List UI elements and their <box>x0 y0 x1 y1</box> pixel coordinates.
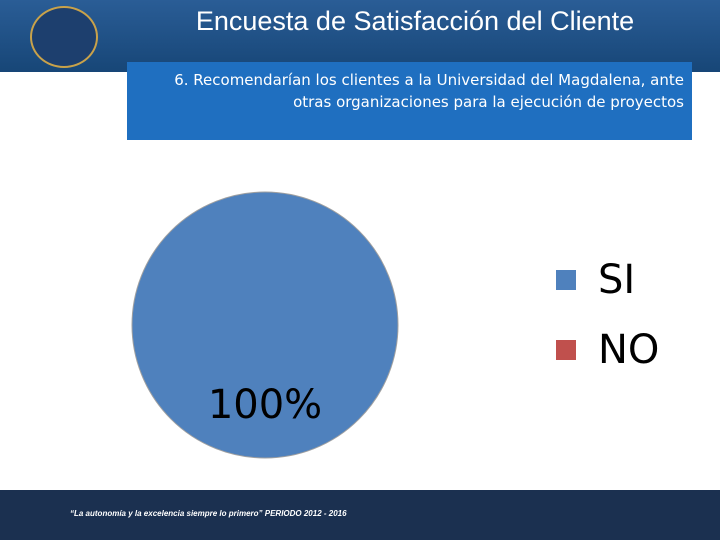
footer: “La autonomía y la excelencia siempre lo… <box>0 490 720 540</box>
legend-label: SI <box>598 257 635 303</box>
legend-swatch <box>556 270 576 290</box>
data-label: 100% <box>208 382 322 428</box>
chart-title: 6. Recomendarían los clientes a la Unive… <box>127 62 692 140</box>
pie-slice <box>131 191 399 459</box>
chart: 100% SI NO <box>131 191 659 459</box>
legend-swatch <box>556 340 576 360</box>
slide-title: Encuesta de Satisfacción del Cliente <box>195 6 635 36</box>
logo <box>30 6 98 68</box>
legend-label: NO <box>598 327 659 373</box>
header: Encuesta de Satisfacción del Cliente <box>0 0 720 72</box>
slogan: “La autonomía y la excelencia siempre lo… <box>70 509 347 518</box>
